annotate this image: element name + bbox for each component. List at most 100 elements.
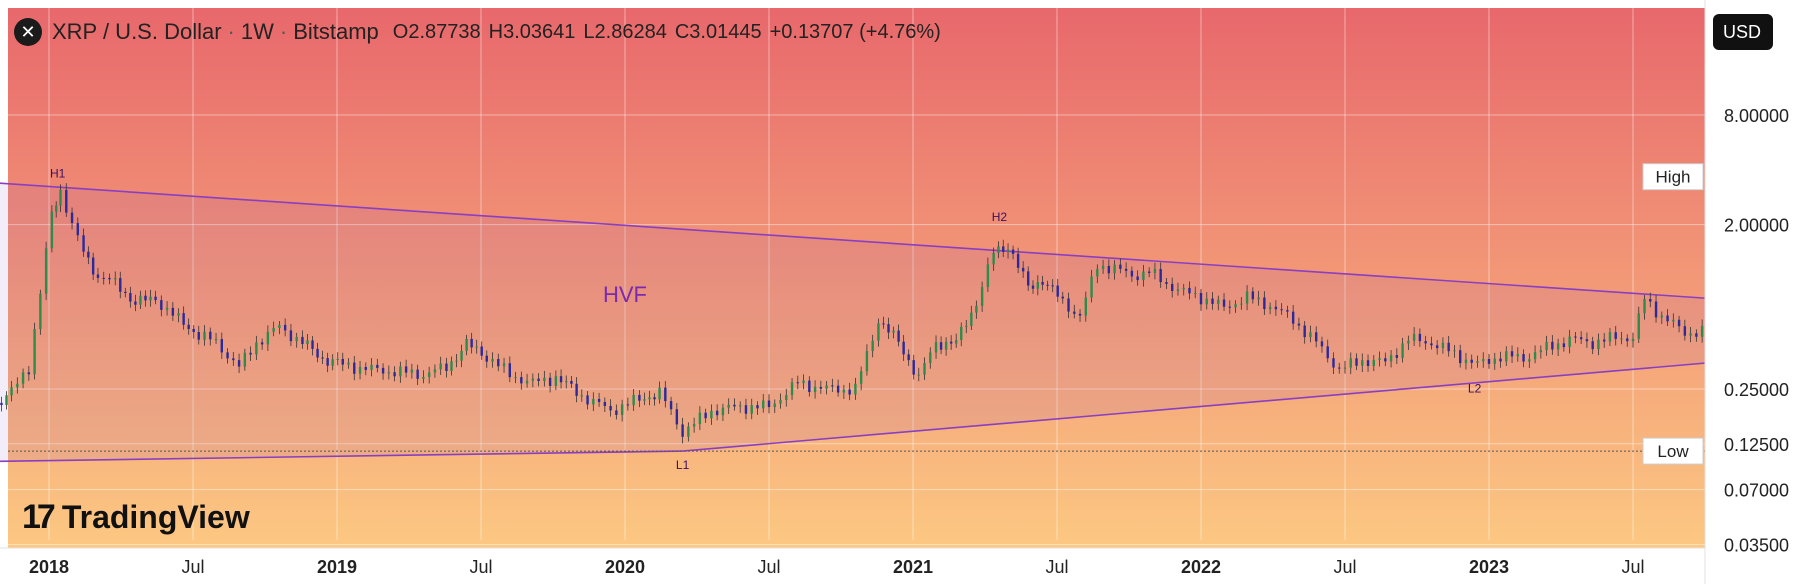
candle-body — [986, 264, 990, 288]
x-axis-panel — [0, 548, 1705, 584]
candle-body — [1695, 333, 1698, 337]
candle-body — [1332, 358, 1335, 368]
candle-body — [1441, 342, 1445, 349]
candle-body — [220, 339, 223, 353]
candle-body — [0, 402, 3, 406]
candle-body — [422, 377, 425, 379]
candle-body — [1107, 265, 1111, 274]
ohlc-change: +0.13707 (+4.76%) — [769, 20, 941, 43]
candle-body — [306, 340, 309, 345]
y-tick-label: 2.00000 — [1724, 216, 1789, 236]
ohlc-open: O2.87738 — [392, 20, 481, 43]
xrp-logo-icon: ✕ — [14, 18, 42, 46]
candle-body — [525, 380, 529, 384]
candle-body — [570, 380, 573, 384]
symbol-name[interactable]: XRP / U.S. Dollar — [52, 19, 222, 44]
candle-body — [1021, 267, 1025, 272]
candle-body — [565, 380, 568, 383]
price-tag-box — [1642, 163, 1704, 191]
candle-body — [226, 352, 229, 359]
candle-body — [965, 325, 968, 327]
candle-body — [171, 307, 175, 316]
candle-body — [1435, 345, 1439, 349]
candle-body — [1194, 293, 1197, 295]
candle-body — [480, 346, 483, 356]
x-tick-label: 2019 — [317, 557, 357, 577]
candle-body — [643, 399, 646, 401]
ohlc-close: C3.01445 — [674, 20, 762, 43]
candle-body — [1412, 333, 1416, 341]
candle-body — [485, 355, 488, 362]
ohlc-high: H3.03641 — [488, 20, 576, 43]
price-tag-label: High — [1656, 168, 1691, 187]
candle-body — [470, 338, 473, 348]
candle-body — [859, 371, 863, 384]
candle-body — [1447, 342, 1450, 352]
candle-body — [1159, 269, 1162, 283]
candle-body — [70, 212, 74, 224]
candle-body — [1649, 299, 1652, 302]
candle-body — [1361, 360, 1364, 366]
candle-body — [10, 387, 13, 396]
candle-body — [620, 404, 624, 415]
candle-body — [750, 405, 753, 414]
candle-body — [1176, 289, 1180, 291]
candle-body — [1234, 304, 1237, 308]
x-tick-label: 2018 — [29, 557, 69, 577]
candle-body — [912, 360, 915, 375]
candle-body — [160, 300, 163, 310]
candle-body — [1487, 359, 1491, 364]
candle-body — [1257, 297, 1260, 300]
y-tick-label: 0.07000 — [1724, 481, 1789, 501]
candle-body — [209, 331, 212, 340]
brand-name: TradingView — [61, 499, 250, 535]
candle-body — [1585, 339, 1589, 342]
candle-body — [399, 366, 402, 377]
candle-body — [1637, 313, 1640, 339]
hvf-fill — [0, 183, 1815, 462]
candle-body — [1470, 359, 1473, 363]
candle-body — [237, 360, 241, 367]
candle-body — [1274, 306, 1278, 310]
candle-body — [1073, 311, 1076, 314]
candle-body — [1551, 341, 1554, 350]
candle-body — [249, 352, 252, 355]
price-tag-label: Low — [1657, 442, 1689, 461]
candle-body — [255, 342, 258, 355]
candle-body — [537, 378, 540, 381]
candle-body — [1041, 281, 1044, 285]
candle-body — [698, 412, 702, 424]
candle-body — [192, 328, 195, 333]
candle-body — [715, 410, 719, 416]
candle-body — [376, 364, 379, 368]
pattern-point-label: L1 — [676, 458, 690, 472]
candle-body — [1666, 315, 1669, 322]
currency-button[interactable]: USD — [1713, 14, 1773, 50]
candle-body — [1338, 367, 1341, 369]
candle-body — [813, 386, 817, 393]
candle-body — [1556, 343, 1560, 350]
candle-body — [59, 189, 62, 206]
candle-body — [124, 291, 127, 293]
candle-body — [1286, 310, 1289, 312]
separator-dot: · — [227, 19, 235, 44]
candle-body — [1476, 361, 1479, 363]
candle-body — [675, 409, 679, 425]
candle-body — [439, 363, 442, 370]
candle-body — [187, 324, 190, 329]
candle-body — [980, 287, 984, 306]
candle-body — [779, 400, 782, 404]
candle-body — [370, 364, 373, 370]
candle-body — [997, 246, 1000, 253]
candle-body — [1683, 326, 1687, 336]
candle-body — [1016, 253, 1020, 268]
candle-body — [1142, 271, 1145, 281]
candle-body — [16, 383, 19, 388]
candle-body — [802, 380, 805, 384]
interval-label[interactable]: 1W — [240, 19, 274, 44]
candle-body — [842, 389, 846, 393]
candle-body — [739, 405, 742, 407]
candle-body — [114, 278, 117, 280]
